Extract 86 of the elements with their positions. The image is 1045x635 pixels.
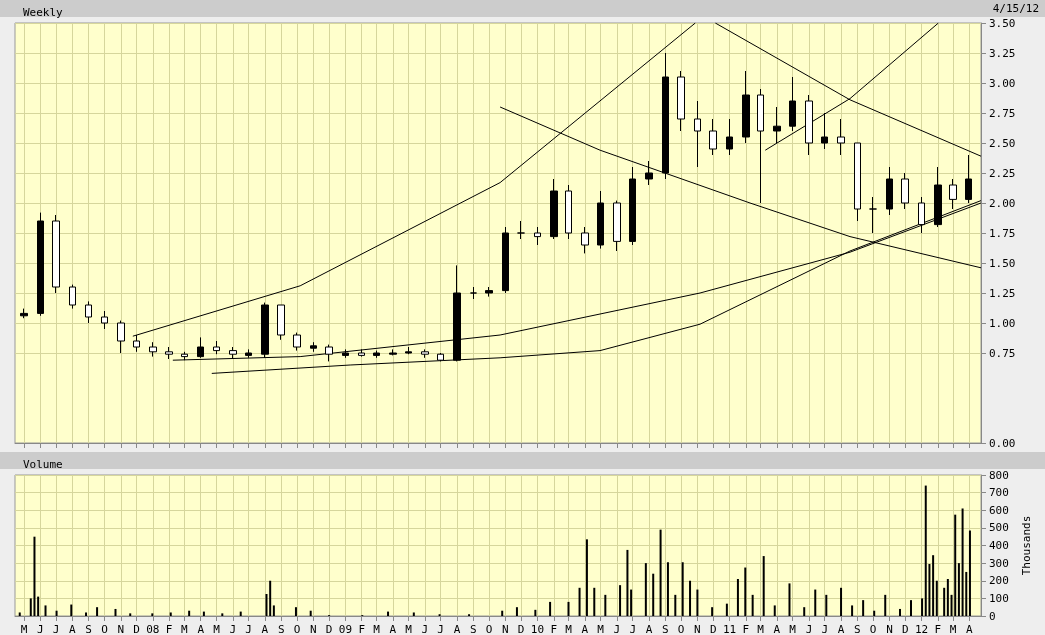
y-tick-label: 2.00 [989, 196, 1016, 210]
x-tick-label: J [629, 623, 637, 635]
y-tick-label: 2.50 [989, 136, 1016, 150]
x-tick-label: M [181, 623, 189, 635]
x-tick-label: A [197, 623, 205, 635]
x-tick-label: N [502, 623, 509, 635]
x-tick-label: N [310, 623, 317, 635]
y-tick-label: 0.00 [989, 436, 1016, 450]
x-tick-label: A [837, 623, 845, 635]
x-tick-label: M [597, 623, 605, 635]
x-tick-label: 09 [338, 623, 353, 635]
x-tick-label: N [694, 623, 701, 635]
x-tick-label: J [52, 623, 60, 635]
x-tick-label: D [133, 623, 140, 635]
x-tick-label: J [245, 623, 252, 635]
x-tick-label: M [757, 623, 765, 635]
x-tick-label: F [358, 623, 366, 635]
x-tick-label: F [742, 623, 750, 635]
x-tick-label: A [773, 623, 781, 635]
x-tick-label: A [389, 623, 397, 635]
x-tick-label: J [36, 623, 44, 635]
x-tick-label: A [581, 623, 589, 635]
y-tick-label: 1.25 [989, 286, 1016, 300]
x-tick-label: O [293, 623, 301, 635]
x-tick-label: A [261, 623, 269, 635]
x-tick-label: J [437, 623, 444, 635]
y-tick-label: 700 [989, 486, 1009, 500]
y-tick-label: 600 [989, 503, 1009, 517]
y-tick-label: 200 [989, 574, 1009, 588]
y-tick-label: 2.25 [989, 166, 1016, 180]
x-tick-label: M [949, 623, 957, 635]
x-tick-label: O [485, 623, 493, 635]
x-tick-label: J [613, 623, 621, 635]
x-tick-label: J [805, 623, 813, 635]
x-tick-label: D [901, 623, 909, 635]
text: 4/15/12 [992, 2, 1039, 15]
x-tick-label: D [709, 623, 717, 635]
y-tick-label: 0.75 [989, 346, 1016, 360]
x-tick-label: M [405, 623, 413, 635]
x-tick-label: S [277, 623, 285, 635]
x-tick-label: F [934, 623, 942, 635]
x-tick-label: A [453, 623, 461, 635]
x-tick-label: 10 [530, 623, 545, 635]
x-tick-label: J [229, 623, 237, 635]
x-tick-label: O [869, 623, 877, 635]
x-tick-label: M [565, 623, 573, 635]
x-tick-label: M [373, 623, 381, 635]
x-tick-label: F [550, 623, 558, 635]
x-tick-label: 12 [914, 623, 929, 635]
x-tick-label: M [213, 623, 221, 635]
y-tick-label: 1.50 [989, 256, 1016, 270]
x-tick-label: M [20, 623, 28, 635]
x-tick-label: M [789, 623, 797, 635]
y-tick-label: 3.00 [989, 76, 1016, 90]
x-tick-label: J [821, 623, 829, 635]
y-tick-label: 400 [989, 539, 1009, 552]
x-tick-label: 08 [146, 623, 160, 635]
y-tick-label: 3.50 [989, 16, 1016, 30]
chart-title: Weekly [23, 6, 64, 19]
y-tick-label: 300 [989, 556, 1009, 570]
chart-title: Volume [23, 458, 63, 471]
y-tick-label: 500 [989, 521, 1009, 535]
y-tick-label: 0 [989, 609, 996, 623]
x-tick-label: A [966, 623, 974, 635]
x-tick-label: N [886, 623, 893, 635]
x-tick-label: D [517, 623, 525, 635]
y-tick-label: 2.75 [989, 106, 1016, 120]
x-tick-label: S [662, 623, 669, 635]
y-axis-title: Thousands [1020, 515, 1033, 576]
x-tick-label: S [469, 623, 477, 635]
y-tick-label: 1.75 [989, 226, 1016, 240]
x-tick-label: J [421, 623, 429, 635]
x-tick-label: A [69, 623, 77, 635]
x-tick-label: A [645, 623, 653, 635]
y-tick-label: 100 [989, 591, 1009, 605]
x-tick-label: N [117, 623, 125, 635]
y-tick-label: 1.00 [989, 316, 1016, 330]
x-tick-label: F [165, 623, 173, 635]
x-tick-label: O [677, 623, 685, 635]
x-tick-label: D [325, 623, 333, 635]
x-tick-label: S [854, 623, 861, 635]
y-tick-label: 800 [989, 468, 1009, 482]
x-tick-label: S [85, 623, 92, 635]
y-tick-label: 3.25 [989, 46, 1016, 60]
x-tick-label: 11 [722, 623, 737, 635]
x-tick-label: O [101, 623, 108, 635]
